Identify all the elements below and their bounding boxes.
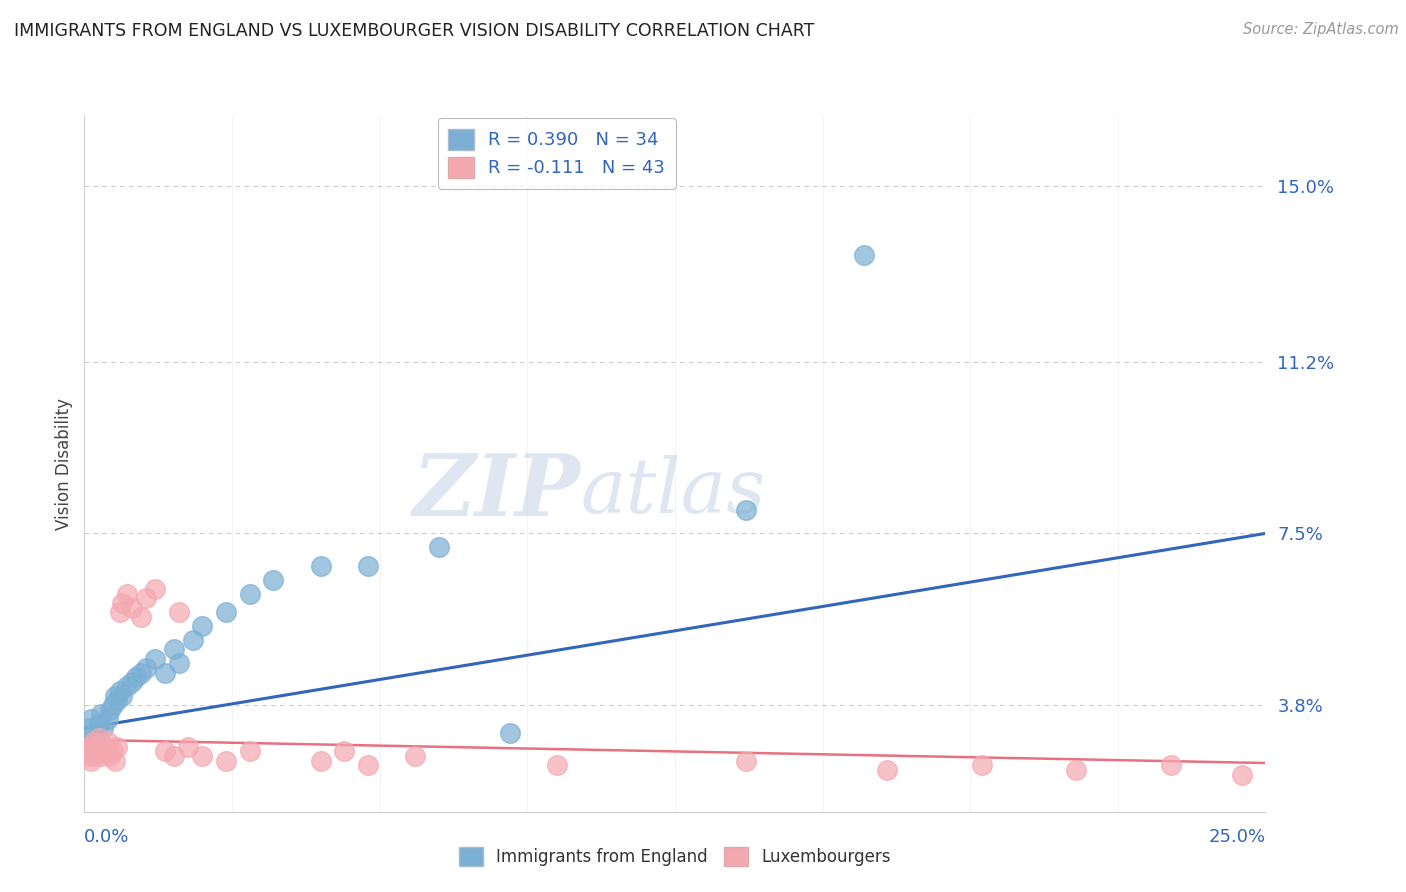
Point xyxy=(357,558,380,573)
Point xyxy=(91,739,114,754)
Point xyxy=(90,707,112,722)
Point xyxy=(309,754,332,768)
Point xyxy=(83,749,105,764)
Point xyxy=(121,674,143,689)
Point xyxy=(129,610,152,624)
Point xyxy=(498,726,520,740)
Text: Source: ZipAtlas.com: Source: ZipAtlas.com xyxy=(1243,22,1399,37)
Point xyxy=(239,587,262,601)
Point xyxy=(129,665,152,680)
Point xyxy=(135,661,157,675)
Point xyxy=(191,619,214,633)
Point xyxy=(970,758,993,772)
Point xyxy=(309,558,332,573)
Point xyxy=(734,503,756,517)
Text: IMMIGRANTS FROM ENGLAND VS LUXEMBOURGER VISION DISABILITY CORRELATION CHART: IMMIGRANTS FROM ENGLAND VS LUXEMBOURGER … xyxy=(14,22,814,40)
Point xyxy=(404,749,426,764)
Text: 25.0%: 25.0% xyxy=(1208,828,1265,846)
Point xyxy=(108,605,131,619)
Point xyxy=(77,749,100,764)
Point xyxy=(734,754,756,768)
Point xyxy=(115,680,138,694)
Point xyxy=(87,744,110,758)
Point xyxy=(107,739,129,754)
Point xyxy=(163,749,186,764)
Point xyxy=(83,726,105,740)
Point xyxy=(101,744,124,758)
Point xyxy=(357,758,380,772)
Point xyxy=(143,651,166,665)
Point xyxy=(98,749,121,764)
Point xyxy=(143,582,166,596)
Point xyxy=(876,763,898,777)
Text: ZIP: ZIP xyxy=(412,450,581,533)
Point xyxy=(546,758,568,772)
Point xyxy=(153,744,176,758)
Point xyxy=(262,573,284,587)
Point xyxy=(1160,758,1182,772)
Point xyxy=(87,716,110,731)
Point xyxy=(167,657,190,671)
Point xyxy=(1066,763,1088,777)
Point xyxy=(167,605,190,619)
Point xyxy=(97,712,120,726)
Point xyxy=(181,633,204,648)
Point xyxy=(91,721,114,735)
Point xyxy=(111,596,134,610)
Point xyxy=(84,739,107,754)
Point xyxy=(76,744,98,758)
Point xyxy=(104,689,127,703)
Text: atlas: atlas xyxy=(581,455,766,529)
Y-axis label: Vision Disability: Vision Disability xyxy=(55,398,73,530)
Point xyxy=(80,754,103,768)
Point xyxy=(89,731,111,745)
Legend: Immigrants from England, Luxembourgers: Immigrants from England, Luxembourgers xyxy=(453,840,897,873)
Point xyxy=(135,591,157,606)
Point xyxy=(80,712,103,726)
Point xyxy=(177,739,200,754)
Point xyxy=(108,684,131,698)
Point xyxy=(215,605,238,619)
Point xyxy=(90,749,112,764)
Point xyxy=(77,721,100,735)
Point xyxy=(125,670,148,684)
Point xyxy=(239,744,262,758)
Point xyxy=(427,541,450,555)
Point xyxy=(153,665,176,680)
Point xyxy=(1230,767,1253,781)
Point xyxy=(97,735,120,749)
Point xyxy=(121,600,143,615)
Text: 0.0%: 0.0% xyxy=(84,828,129,846)
Point xyxy=(84,735,107,749)
Point xyxy=(107,693,129,707)
Point xyxy=(98,703,121,717)
Point xyxy=(111,689,134,703)
Point xyxy=(101,698,124,712)
Point xyxy=(333,744,356,758)
Point xyxy=(82,744,104,758)
Point xyxy=(215,754,238,768)
Point xyxy=(94,744,117,758)
Point xyxy=(852,248,875,262)
Point xyxy=(83,735,105,749)
Point xyxy=(79,739,101,754)
Point xyxy=(191,749,214,764)
Point xyxy=(163,642,186,657)
Point xyxy=(104,754,127,768)
Point xyxy=(115,587,138,601)
